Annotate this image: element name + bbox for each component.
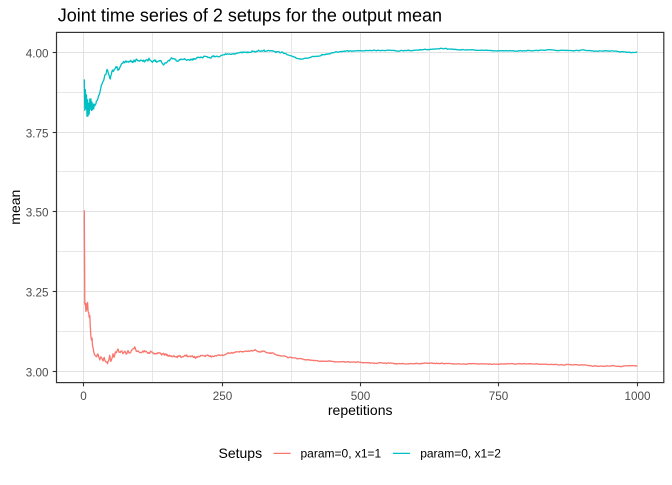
svg-text:param=0, x1=1: param=0, x1=1	[301, 447, 382, 461]
svg-text:Setups: Setups	[219, 445, 263, 461]
svg-text:0: 0	[80, 390, 87, 403]
svg-text:3.00: 3.00	[26, 366, 49, 379]
svg-text:3.75: 3.75	[26, 127, 49, 140]
svg-text:repetitions: repetitions	[328, 402, 393, 418]
svg-text:Joint time series of 2 setups: Joint time series of 2 setups for the ou…	[58, 5, 442, 25]
svg-text:1000: 1000	[624, 390, 651, 403]
svg-text:500: 500	[351, 390, 371, 403]
svg-text:3.50: 3.50	[26, 206, 49, 219]
svg-text:250: 250	[213, 390, 233, 403]
svg-text:750: 750	[489, 390, 509, 403]
svg-text:4.00: 4.00	[26, 47, 49, 60]
svg-text:3.25: 3.25	[26, 286, 49, 299]
svg-text:param=0, x1=2: param=0, x1=2	[420, 447, 501, 461]
svg-text:mean: mean	[7, 190, 23, 225]
